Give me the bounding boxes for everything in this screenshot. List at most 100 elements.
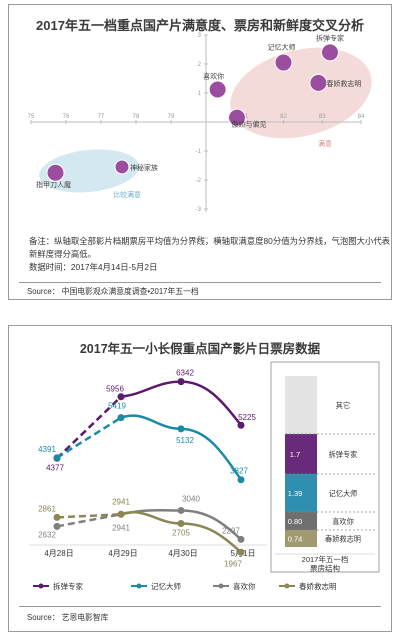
series-value-label: 2705 bbox=[172, 529, 190, 538]
bubble-point bbox=[228, 108, 246, 127]
bubble-point bbox=[208, 80, 227, 99]
series-dashed-segment bbox=[56, 395, 122, 460]
x-category-label: 4月30日 bbox=[168, 549, 197, 558]
stack-segment-name: 春娇救志明 bbox=[325, 535, 361, 544]
series-value-label: 2861 bbox=[38, 504, 56, 513]
y-tick-label: -3 bbox=[196, 207, 202, 213]
legend-marker bbox=[218, 583, 224, 589]
series-value-label: 3040 bbox=[182, 494, 200, 503]
series-line bbox=[120, 414, 243, 481]
legend-marker bbox=[284, 583, 290, 589]
bubble-point bbox=[46, 163, 65, 182]
legend-marker bbox=[136, 583, 142, 589]
y-tick-label: 3 bbox=[198, 33, 202, 39]
line-chart-source: Source： 艺恩电影智库 bbox=[27, 613, 109, 622]
legend-label: 喜欢你 bbox=[233, 581, 256, 591]
x-tick-label: 76 bbox=[63, 114, 70, 120]
bubble-label: 拆弹专家 bbox=[316, 33, 344, 42]
series-value-label: 6342 bbox=[176, 369, 194, 378]
series-dashed-segment bbox=[56, 416, 122, 459]
stack-segment-value: 1.39 bbox=[288, 489, 303, 498]
stack-segment-value: 1.7 bbox=[290, 450, 300, 459]
series-value-label: 5225 bbox=[238, 413, 256, 422]
series-value-label: 5132 bbox=[176, 436, 194, 445]
stack-segment bbox=[285, 530, 317, 547]
bubble-chart-title: 2017年五一档重点国产片满意度、票房和新鲜度交叉分析 bbox=[36, 18, 364, 33]
stack-segment-name: 拆弹专家 bbox=[329, 450, 358, 459]
bubble-label: 傲娇与偏见 bbox=[232, 120, 267, 129]
legend-marker bbox=[38, 583, 44, 589]
series-value-label: 3827 bbox=[230, 467, 248, 476]
x-tick-label: 78 bbox=[133, 114, 140, 120]
stack-segment bbox=[285, 376, 317, 434]
series-value-label: 4377 bbox=[46, 463, 64, 472]
bubble-point bbox=[274, 53, 293, 72]
bubble-label: 春娇救志明 bbox=[326, 79, 361, 88]
bubble-point bbox=[309, 73, 328, 92]
bubble-chart-svg: 757677787981828384321-1-2-3-4拆弹专家记忆大师喜欢你… bbox=[28, 33, 372, 242]
series-point bbox=[53, 454, 61, 462]
y-tick-label: -2 bbox=[196, 178, 202, 184]
group-label-satisfied: 满意 bbox=[318, 139, 332, 148]
x-category-label: 4月28日 bbox=[44, 549, 73, 558]
x-tick-label: 79 bbox=[168, 114, 175, 120]
series-line bbox=[120, 380, 242, 426]
series-point bbox=[117, 510, 125, 518]
fairly-satisfied-group-ellipse bbox=[39, 149, 139, 193]
series-value-label: 5419 bbox=[108, 402, 126, 411]
stack-segment-name: 记忆大师 bbox=[329, 489, 358, 498]
stack-segment-value: 0.74 bbox=[288, 535, 303, 544]
series-point bbox=[117, 414, 125, 422]
series-point bbox=[237, 548, 245, 556]
x-tick-label: 82 bbox=[280, 114, 287, 120]
bubble-point bbox=[114, 159, 130, 175]
series-point bbox=[177, 378, 185, 386]
line-chart-divider bbox=[19, 606, 381, 607]
series-point bbox=[177, 520, 185, 528]
series-point bbox=[237, 476, 245, 484]
stack-title-line2: 票房结构 bbox=[310, 563, 340, 573]
line-chart-title: 2017年五一小长假重点国产影片日票房数据 bbox=[79, 342, 321, 356]
series-value-label: 2297 bbox=[222, 526, 240, 535]
line-chart-panel: 2017年五一小长假重点国产影片日票房数据 4月28日4月29日4月30日5月1… bbox=[8, 325, 392, 632]
x-tick-label: 75 bbox=[28, 114, 35, 120]
series-value-label: 2632 bbox=[38, 530, 56, 539]
bubble-label: 记忆大师 bbox=[268, 43, 296, 52]
series-value-label: 1967 bbox=[224, 559, 242, 568]
legend-label: 拆弹专家 bbox=[53, 581, 83, 591]
series-point bbox=[53, 522, 61, 530]
x-category-label: 4月29日 bbox=[108, 549, 137, 558]
bubble-chart-source: Source： 中国电影观众满意度调查•2017年五一档 bbox=[27, 287, 199, 296]
series-value-label: 2941 bbox=[112, 497, 130, 506]
bubble-label: 指甲刀人魔 bbox=[36, 180, 71, 189]
stack-title-line1: 2017年五一档 bbox=[302, 554, 349, 564]
y-tick-label: -4 bbox=[196, 236, 202, 242]
series-point bbox=[237, 421, 245, 429]
bubble-label: 喜欢你 bbox=[203, 72, 224, 81]
series-point bbox=[53, 513, 61, 521]
bubble-chart-note-line3: 数据时间：2017年4月14日-5月2日 bbox=[29, 262, 158, 272]
series-point bbox=[177, 506, 185, 514]
stack-segment-value: 0.80 bbox=[288, 517, 303, 526]
line-chart-svg: 4月28日4月29日4月30日5月1日437759566342522543915… bbox=[29, 361, 380, 591]
series-point bbox=[237, 535, 245, 543]
bubble-label: 神秘家族 bbox=[130, 163, 158, 172]
bubble-chart-note-line2: 新鲜度得分高低。 bbox=[29, 249, 96, 259]
series-value-label: 2941 bbox=[112, 523, 130, 532]
bubble-chart-note-line1: 备注：纵轴取全部影片档期票房平均值为分界线，横轴取满意度80分值为分界线，气泡图… bbox=[29, 236, 391, 246]
bubble-chart-panel: 2017年五一档重点国产片满意度、票房和新鲜度交叉分析 757677787981… bbox=[8, 4, 392, 300]
y-tick-label: 1 bbox=[198, 91, 202, 97]
series-point bbox=[177, 425, 185, 433]
legend-label: 记忆大师 bbox=[151, 581, 181, 591]
group-label-fairly-satisfied: 比较满意 bbox=[113, 190, 141, 199]
satisfied-group-ellipse bbox=[230, 47, 372, 139]
stack-segment bbox=[285, 512, 317, 530]
x-tick-label: 77 bbox=[98, 114, 105, 120]
bubble-chart-divider bbox=[19, 282, 381, 283]
series-value-label: 4391 bbox=[38, 445, 56, 454]
stack-segment-name: 其它 bbox=[336, 401, 350, 410]
x-tick-label: 83 bbox=[319, 114, 326, 120]
stack-segment-name: 喜欢你 bbox=[332, 517, 354, 526]
bubble-point bbox=[321, 43, 339, 62]
y-tick-label: 2 bbox=[198, 62, 202, 68]
